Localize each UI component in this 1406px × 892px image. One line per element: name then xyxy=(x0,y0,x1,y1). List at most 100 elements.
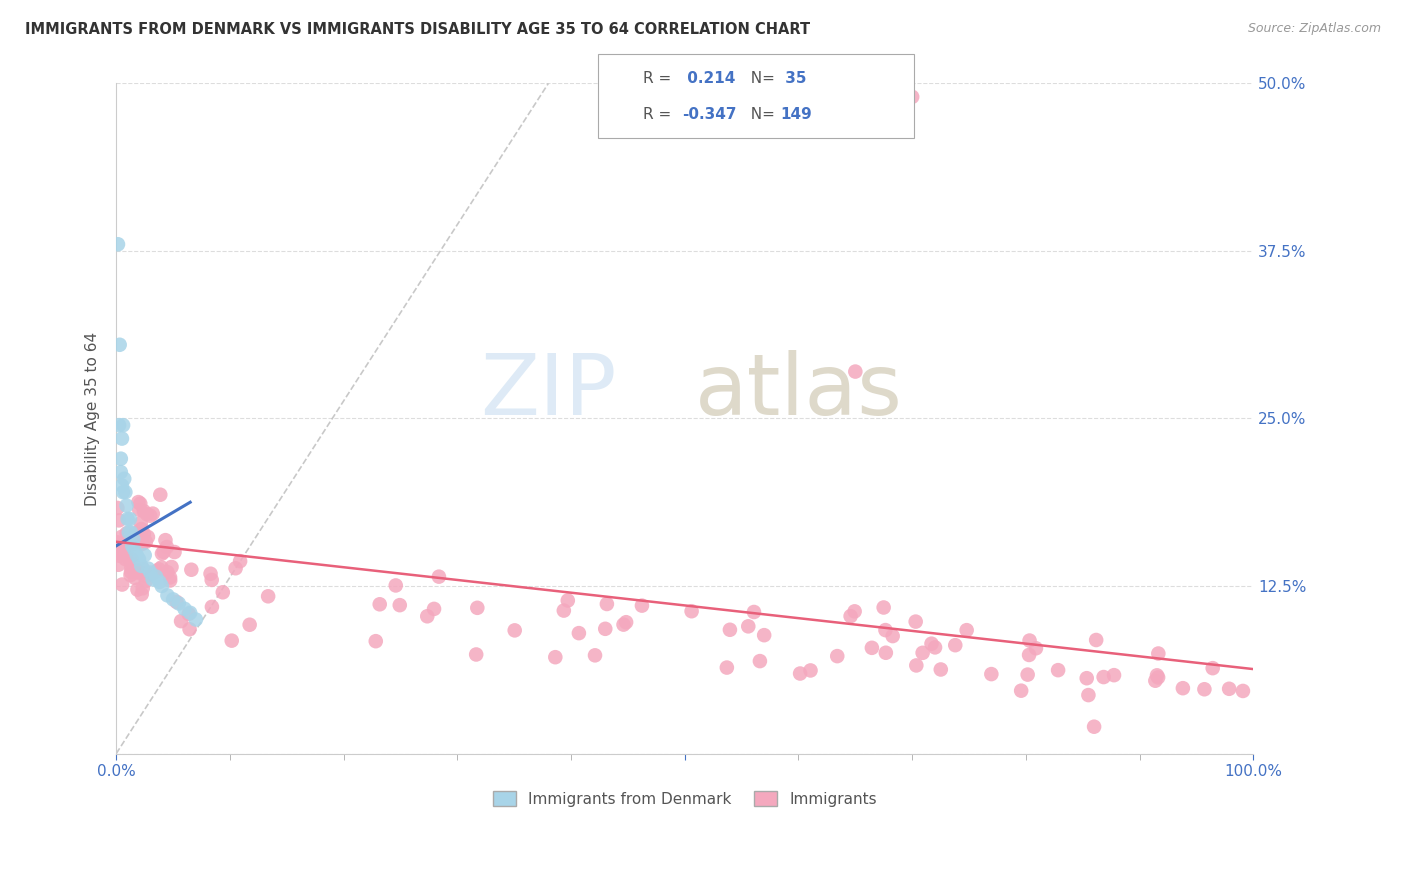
Point xyxy=(180,563,202,577)
Point xyxy=(112,418,135,433)
Point xyxy=(107,535,129,549)
Text: Source: ZipAtlas.com: Source: ZipAtlas.com xyxy=(1247,22,1381,36)
Point xyxy=(149,488,172,502)
Point xyxy=(201,599,224,614)
Point xyxy=(118,533,141,548)
Point xyxy=(1025,641,1047,656)
Point xyxy=(124,571,146,585)
Point xyxy=(612,617,634,632)
Point xyxy=(148,574,170,589)
Point xyxy=(388,598,411,612)
Point xyxy=(121,539,143,553)
Point xyxy=(905,658,928,673)
Point xyxy=(112,485,135,500)
Point xyxy=(163,545,186,559)
Point xyxy=(427,569,450,583)
Point xyxy=(111,577,134,591)
Point xyxy=(129,533,152,547)
Point xyxy=(221,633,243,648)
Point xyxy=(112,541,135,555)
Point xyxy=(107,237,129,252)
Point xyxy=(921,637,943,651)
Point xyxy=(150,547,173,561)
Point xyxy=(1218,681,1240,696)
Point xyxy=(150,560,173,574)
Text: 35: 35 xyxy=(780,71,807,87)
Point xyxy=(364,634,387,648)
Point xyxy=(211,585,233,599)
Point xyxy=(416,609,439,624)
Point xyxy=(1144,673,1167,688)
Text: 149: 149 xyxy=(780,107,813,122)
Point xyxy=(904,615,927,629)
Point xyxy=(1018,648,1040,662)
Point xyxy=(112,472,135,486)
Point xyxy=(465,600,488,615)
Point xyxy=(1077,688,1099,702)
Point xyxy=(115,536,138,550)
Point xyxy=(129,558,152,573)
Point xyxy=(465,648,488,662)
Y-axis label: Disability Age 35 to 64: Disability Age 35 to 64 xyxy=(86,332,100,506)
Point xyxy=(124,536,146,550)
Point xyxy=(131,537,153,551)
Point xyxy=(160,560,183,574)
Point xyxy=(1083,720,1105,734)
Point xyxy=(179,606,201,620)
Point xyxy=(118,512,141,526)
Point xyxy=(145,569,167,583)
Point xyxy=(124,542,146,557)
Point xyxy=(107,500,129,515)
Point xyxy=(111,478,134,492)
Point xyxy=(173,601,195,615)
Point xyxy=(118,525,141,540)
Text: IMMIGRANTS FROM DENMARK VS IMMIGRANTS DISABILITY AGE 35 TO 64 CORRELATION CHART: IMMIGRANTS FROM DENMARK VS IMMIGRANTS DI… xyxy=(25,22,810,37)
Point xyxy=(132,527,155,541)
Point xyxy=(120,568,142,582)
Point xyxy=(136,530,159,544)
Point xyxy=(754,628,776,642)
Point xyxy=(142,507,165,521)
Point xyxy=(614,615,637,630)
Point xyxy=(120,565,142,579)
Point xyxy=(111,543,134,558)
Point xyxy=(127,527,149,541)
Point xyxy=(860,640,883,655)
Point xyxy=(148,562,170,576)
Point xyxy=(142,572,165,586)
Point xyxy=(844,365,866,379)
Point xyxy=(201,573,224,587)
Point xyxy=(108,418,131,433)
Point xyxy=(135,574,157,589)
Point xyxy=(716,660,738,674)
Point xyxy=(368,597,391,611)
Point xyxy=(110,465,132,479)
Point xyxy=(1194,682,1216,697)
Point xyxy=(132,581,155,595)
Point xyxy=(135,534,157,549)
Point xyxy=(129,497,152,511)
Point xyxy=(748,654,770,668)
Point xyxy=(568,626,591,640)
Point xyxy=(1047,663,1070,677)
Point xyxy=(134,548,156,562)
Point xyxy=(156,540,179,554)
Point xyxy=(1146,668,1168,682)
Point xyxy=(152,545,174,559)
Point xyxy=(155,533,177,548)
Point xyxy=(124,533,146,548)
Point xyxy=(956,623,979,637)
Point xyxy=(136,508,159,522)
Point xyxy=(108,546,131,560)
Point xyxy=(132,562,155,576)
Point xyxy=(115,526,138,541)
Point xyxy=(875,623,897,637)
Point xyxy=(156,588,179,602)
Point xyxy=(167,596,190,610)
Point xyxy=(503,624,526,638)
Text: atlas: atlas xyxy=(695,351,903,434)
Point xyxy=(132,504,155,518)
Point xyxy=(129,565,152,579)
Point xyxy=(127,582,149,597)
Point xyxy=(159,574,181,588)
